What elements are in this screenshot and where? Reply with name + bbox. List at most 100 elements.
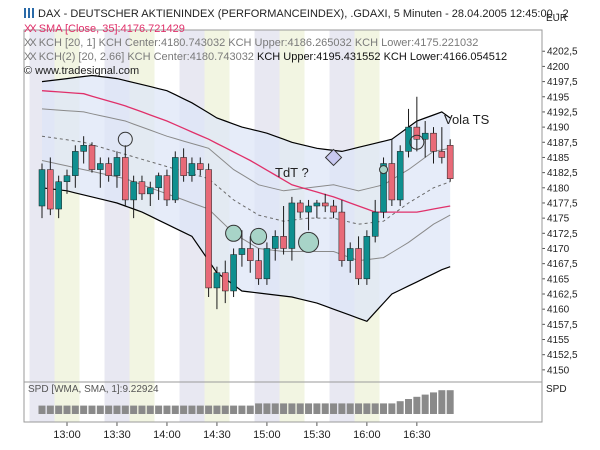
y-tick-label: 4165	[547, 274, 570, 285]
spd-bar	[355, 403, 363, 414]
candle-body	[247, 248, 254, 261]
y-tick-label: 4155	[547, 335, 570, 346]
spd-bar	[305, 403, 313, 414]
candle-body	[388, 163, 396, 201]
candle-body	[313, 202, 321, 207]
x-tick-label: 14:00	[153, 429, 181, 441]
y-tick-label: 4180	[547, 183, 570, 194]
spd-bar	[238, 405, 246, 414]
spd-bar	[155, 405, 163, 414]
spd-bar	[163, 405, 171, 414]
candle-body	[280, 236, 287, 249]
candle-body	[97, 163, 104, 170]
y-tick-label: 4177,5	[547, 198, 578, 209]
spd-bar	[80, 405, 88, 414]
candle-body	[396, 151, 404, 201]
candle-body	[338, 211, 346, 261]
spd-bar	[213, 405, 221, 414]
spd-bar	[246, 405, 254, 414]
circle-marker-filled	[250, 227, 268, 245]
kch-outer-lower-line	[41, 187, 451, 322]
spd-axis-label: SPD	[546, 384, 567, 395]
y-tick-label: 4162,5	[547, 290, 578, 301]
spd-bar	[255, 403, 263, 414]
candle-body	[222, 272, 229, 292]
y-tick-label: 4195	[547, 92, 570, 103]
tdt-annotation: TdT ?	[275, 165, 309, 180]
remove-sma-icon[interactable]: XX	[24, 23, 37, 35]
candle-body	[188, 163, 196, 176]
legend-kch1[interactable]: XX KCH [20, 1] KCH Center:4180.743032 KCH…	[24, 37, 478, 50]
spd-bar	[296, 403, 304, 414]
spd-bar	[38, 405, 46, 414]
y-tick-label: 4172,5	[547, 229, 578, 240]
spd-bar	[205, 405, 213, 414]
circle-marker-filled	[225, 224, 243, 242]
spd-bar	[263, 403, 271, 414]
spd-bar	[71, 405, 79, 414]
spd-bar	[230, 405, 238, 414]
spd-bar	[280, 403, 288, 414]
candle-body	[130, 181, 137, 201]
spd-bar	[313, 403, 321, 414]
spd-label: SPD [WMA, SMA, 1]:9.22924	[28, 384, 159, 395]
copyright-icon: ©	[24, 65, 33, 77]
candle-body	[421, 132, 429, 140]
candle-body	[355, 248, 362, 280]
circle-marker	[409, 134, 425, 150]
candle-body	[363, 236, 371, 280]
spd-bar	[171, 405, 179, 414]
candle-body	[63, 175, 71, 182]
y-tick-label: 4190	[547, 123, 570, 134]
spd-bar	[196, 405, 204, 414]
diamond-marker	[324, 148, 343, 167]
spd-bar	[180, 405, 188, 414]
spd-bar	[55, 405, 63, 414]
spd-bar	[146, 405, 154, 414]
legend-kch2-text-dark: KCH Upper:4195.431552 KCH Lower:4166.054…	[256, 51, 508, 63]
y-tick-label: 4197,5	[547, 77, 578, 88]
y-tick-label: 4152,5	[547, 350, 578, 361]
candle-body	[180, 157, 187, 176]
spd-bar	[271, 403, 279, 414]
spd-bar	[113, 405, 121, 414]
vola-annotation: Vola TS	[444, 112, 490, 127]
spd-bar	[121, 405, 129, 414]
watermark: © www.tradesignal.com	[24, 65, 139, 78]
candle-body	[138, 181, 146, 195]
legend-kch2[interactable]: XX KCH(2) [20, 2.66] KCH Center:4180.7430…	[24, 51, 507, 64]
candle-body	[346, 248, 354, 261]
candle-body	[155, 175, 162, 189]
candle-body	[263, 248, 271, 280]
circle-marker-small	[379, 165, 389, 175]
y-tick-label: 4187,5	[547, 138, 578, 149]
candle-body	[430, 132, 437, 152]
spd-bar	[396, 401, 404, 414]
candle-body	[271, 236, 279, 249]
spd-bar	[330, 403, 338, 414]
candle-body	[147, 187, 154, 195]
candle-body	[230, 254, 237, 292]
remove-kch2-icon[interactable]: XX	[24, 51, 37, 63]
y-tick-label: 4200	[547, 62, 570, 73]
candle-body	[405, 126, 412, 152]
circle-marker	[117, 131, 133, 147]
legend-kch1-text: KCH [20, 1] KCH Center:4180.743032 KCH U…	[38, 37, 479, 49]
candle-body	[438, 151, 446, 158]
legend-sma[interactable]: XX SMA [Close, 35]:4176.721429	[24, 23, 185, 36]
spd-bar	[138, 405, 146, 414]
y-tick-label: 4157,5	[547, 320, 578, 331]
x-tick-label: 15:30	[303, 429, 331, 441]
y-tick-label: 4160	[547, 305, 570, 316]
spd-bar	[413, 396, 421, 414]
candle-body	[72, 151, 79, 176]
candle-body	[55, 181, 62, 210]
legend-sma-text: SMA [Close, 35]:4176.721429	[38, 23, 185, 35]
x-tick-label: 13:00	[53, 429, 81, 441]
spd-bar	[46, 405, 54, 414]
x-tick-label: 15:00	[253, 429, 281, 441]
remove-kch1-icon[interactable]: XX	[24, 37, 37, 49]
spd-bar	[321, 403, 329, 414]
candle-body	[113, 157, 121, 176]
